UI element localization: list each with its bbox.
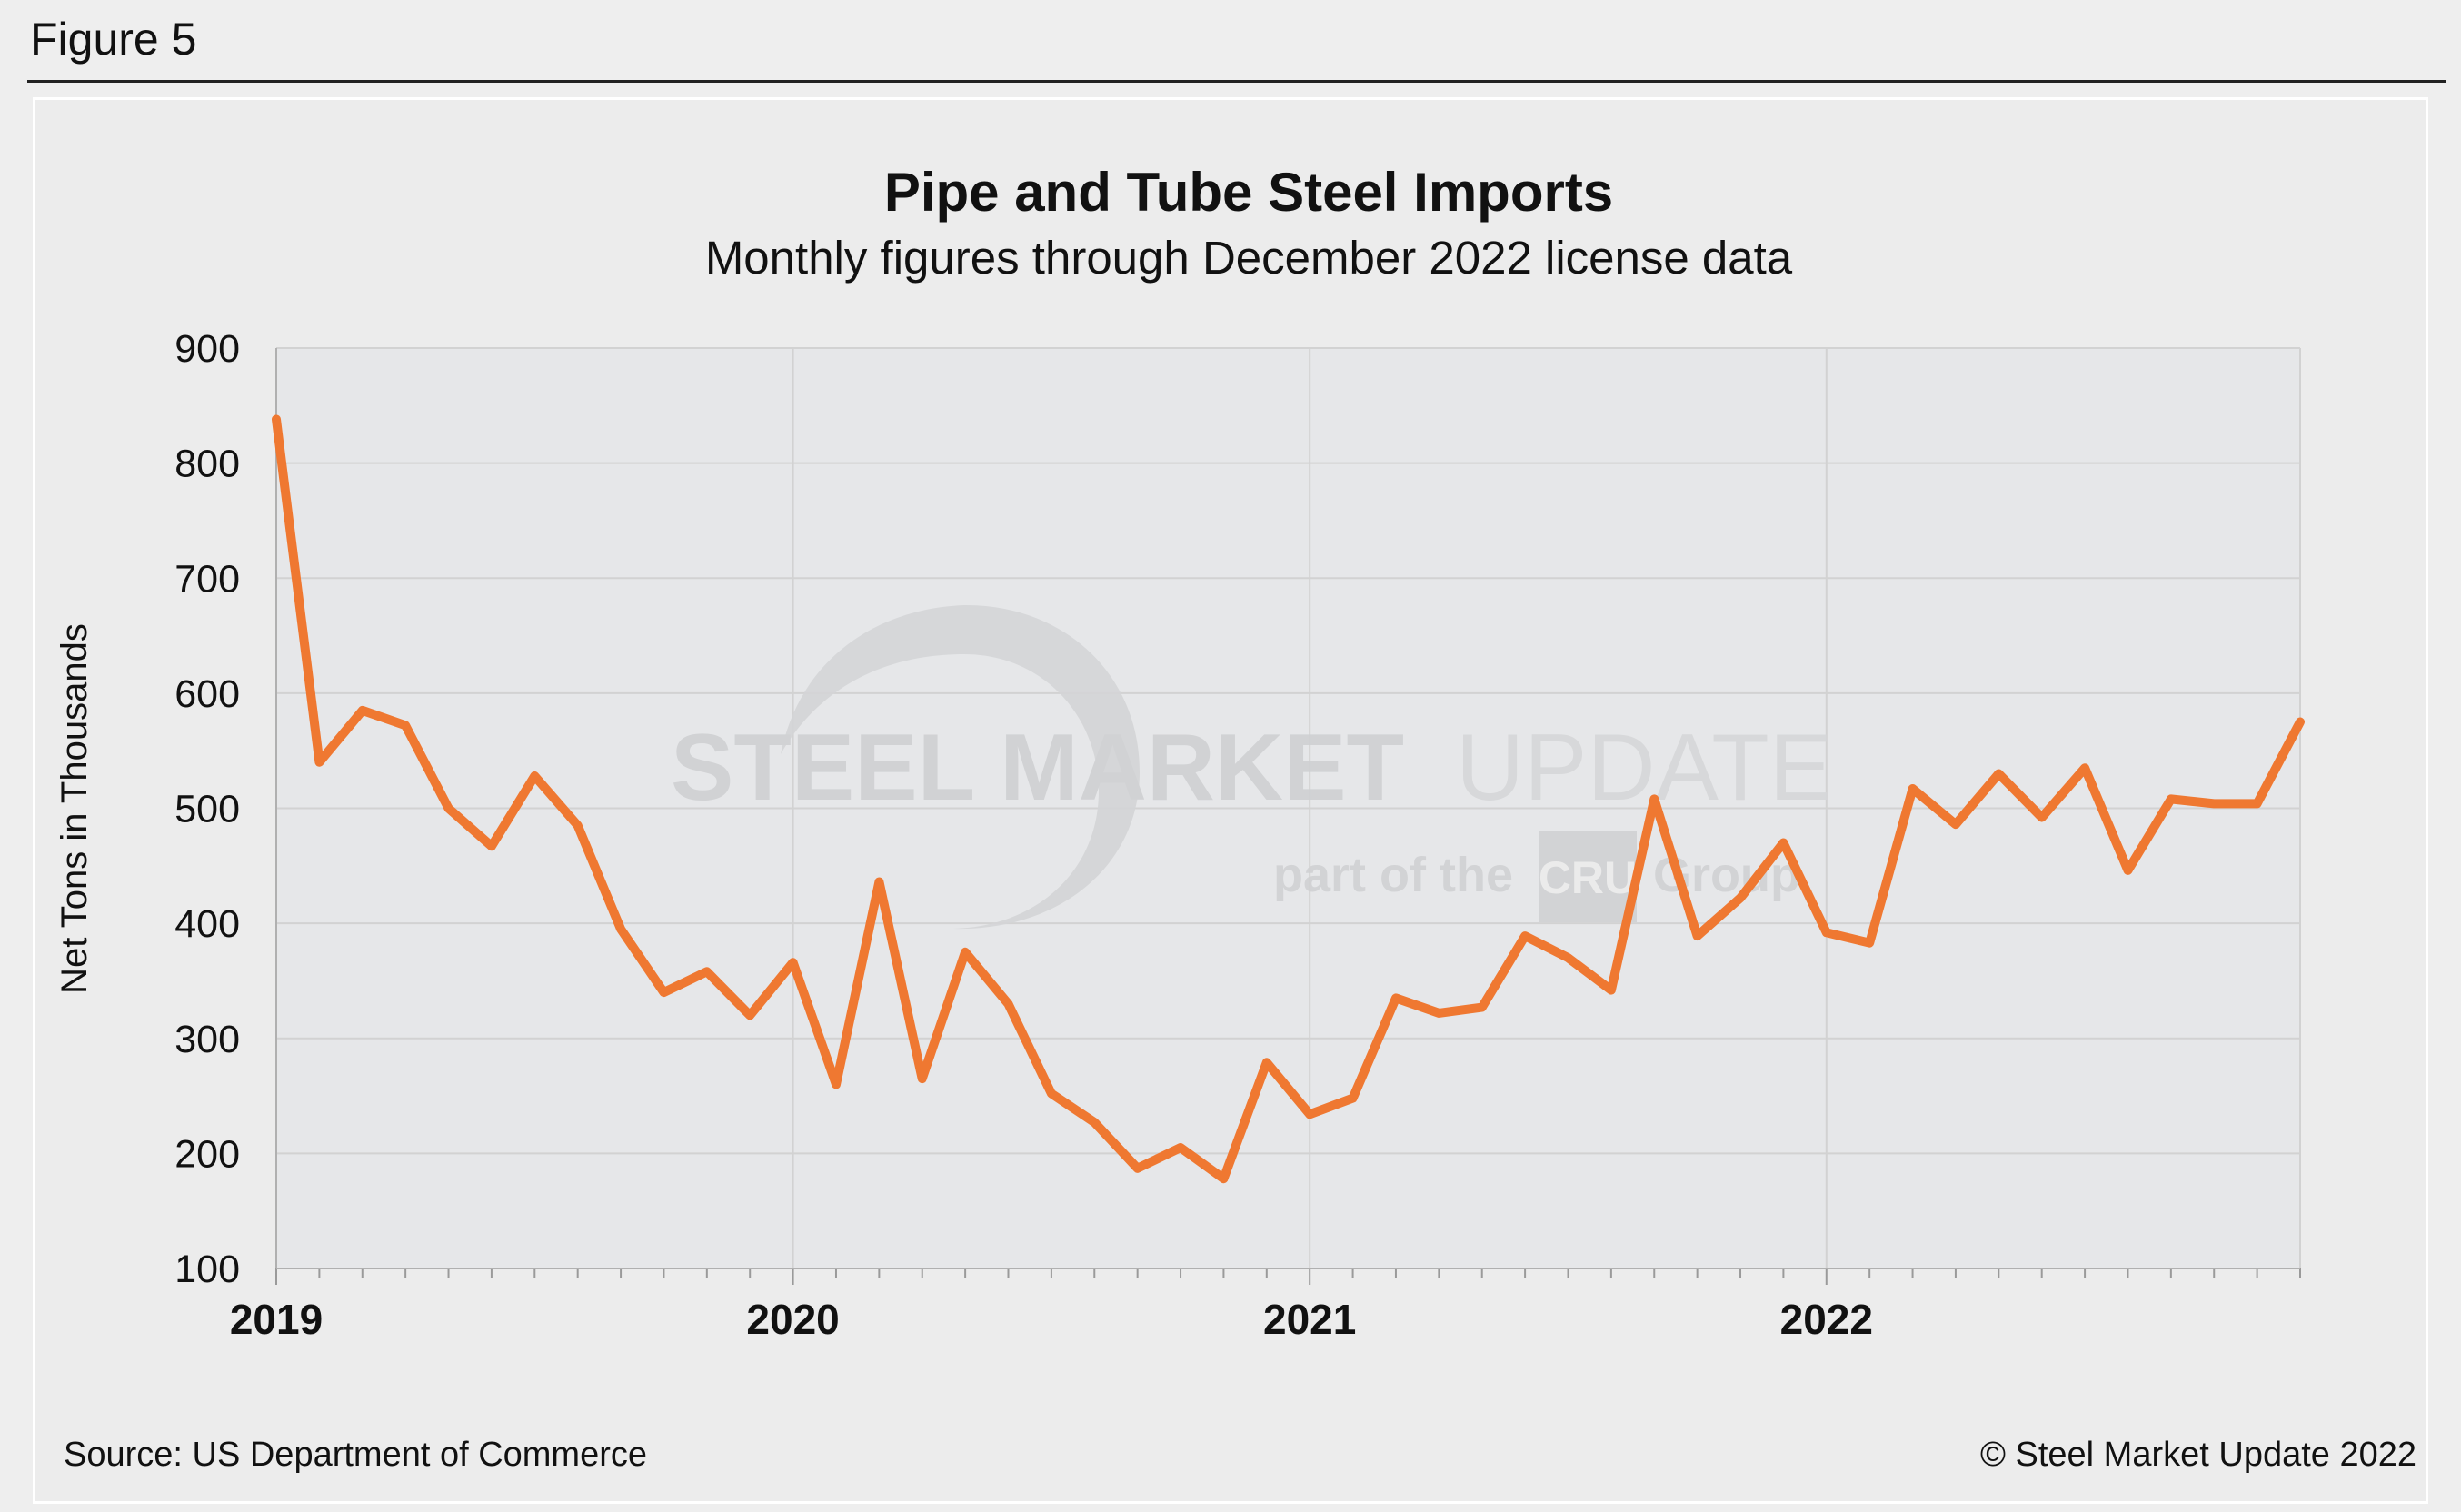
y-tick-label: 400 <box>174 902 240 946</box>
y-tick-label: 800 <box>174 443 240 486</box>
y-tick-label: 300 <box>174 1018 240 1061</box>
series-line <box>272 414 2305 1184</box>
x-tick-label: 2021 <box>1263 1296 1356 1343</box>
chart-svg: STEEL MARKET UPDATE part of the CRU Grou… <box>55 162 2416 1474</box>
source-note: Source: US Department of Commerce <box>64 1436 647 1474</box>
figure-label: Figure 5 <box>30 14 197 65</box>
y-axis-label: Net Tons in Thousands <box>55 623 95 994</box>
watermark: STEEL MARKET UPDATE part of the CRU Grou… <box>671 604 1832 930</box>
watermark-cru-box <box>1539 831 1637 922</box>
y-tick-label: 200 <box>174 1132 240 1176</box>
chart-subtitle: Monthly figures through December 2022 li… <box>705 232 1793 284</box>
series-layer <box>272 414 2305 1184</box>
x-tick-label: 2022 <box>1780 1296 1873 1343</box>
y-tick-label: 900 <box>174 327 240 371</box>
y-tick-label: 600 <box>174 672 240 716</box>
chart-title: Pipe and Tube Steel Imports <box>884 162 1613 223</box>
x-tick-labels: 2019 2020 2021 2022 <box>230 1296 1873 1343</box>
top-rule <box>27 80 2446 83</box>
copyright-note: © Steel Market Update 2022 <box>1980 1436 2416 1474</box>
watermark-cru: CRU <box>1539 852 1637 903</box>
watermark-main-light: UPDATE <box>1456 715 1832 821</box>
y-tick-label: 500 <box>174 788 240 831</box>
x-tick-label: 2019 <box>230 1296 323 1343</box>
y-tick-label: 700 <box>174 557 240 601</box>
chart-panel: STEEL MARKET UPDATE part of the CRU Grou… <box>33 97 2428 1504</box>
y-tick-labels: 100 200 300 400 500 600 700 800 900 <box>174 327 240 1291</box>
watermark-main-bold: STEEL MARKET <box>671 715 1404 821</box>
watermark-sub-a: part of the <box>1273 848 1513 902</box>
x-tick-label: 2020 <box>746 1296 839 1343</box>
y-tick-label: 100 <box>174 1248 240 1291</box>
